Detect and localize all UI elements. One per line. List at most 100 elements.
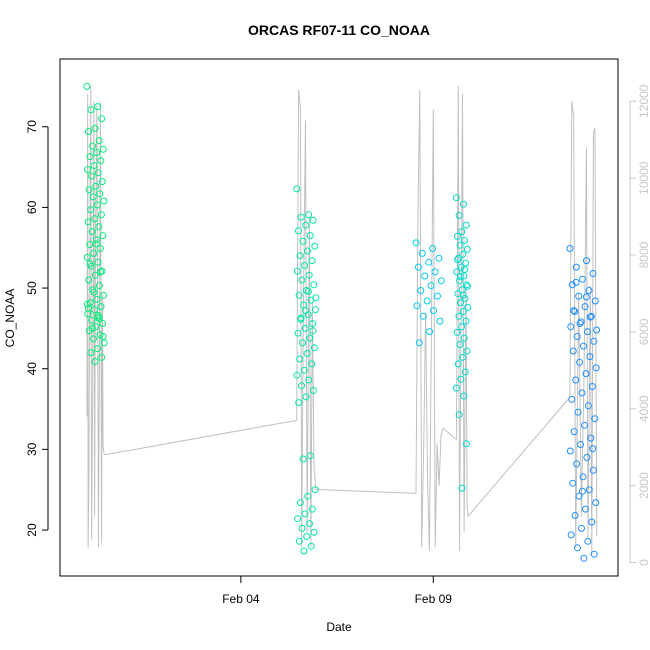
- data-point-rf09: [459, 291, 467, 299]
- data-point-rf08: [300, 366, 308, 374]
- data-point-rf07: [94, 312, 102, 319]
- data-point-rf09: [456, 341, 464, 348]
- data-point-rf11: [578, 389, 586, 397]
- data-point-rf07: [86, 260, 94, 268]
- data-point-rf08: [309, 216, 317, 224]
- data-point-rf11: [566, 245, 574, 252]
- data-point-rf07: [100, 197, 108, 205]
- data-point-rf10: [425, 258, 433, 266]
- altitude-connector-3: [442, 427, 457, 440]
- data-point-rf09: [453, 328, 461, 336]
- data-point-rf11: [570, 307, 578, 315]
- data-point-rf07: [98, 267, 106, 275]
- data-point-rf07: [87, 349, 95, 357]
- data-point-rf08: [306, 334, 314, 342]
- data-point-rf08: [309, 320, 317, 327]
- data-point-rf08: [308, 505, 316, 513]
- data-point-rf09: [463, 245, 471, 253]
- data-point-rf07: [84, 166, 91, 173]
- data-point-rf09: [453, 268, 461, 276]
- data-point-rf09: [456, 241, 464, 249]
- y-right-tick-label: 0: [637, 559, 650, 566]
- data-point-rf11: [591, 297, 599, 305]
- data-point-rf08: [293, 371, 301, 379]
- data-point-rf11: [567, 531, 575, 539]
- data-point-rf10: [436, 317, 444, 325]
- plot-frame: [59, 58, 619, 577]
- data-point-rf11: [589, 445, 597, 453]
- data-point-rf07: [94, 345, 101, 353]
- data-point-rf11: [568, 281, 576, 289]
- data-point-rf08: [303, 533, 311, 540]
- y-tick-label: 50: [25, 281, 39, 295]
- data-point-rf11: [579, 473, 587, 481]
- data-point-rf11: [571, 512, 579, 519]
- data-point-rf07: [99, 320, 107, 327]
- data-point-rf11: [590, 337, 598, 345]
- data-point-rf11: [584, 402, 592, 410]
- data-point-rf07: [92, 323, 100, 331]
- data-point-rf08: [293, 185, 301, 193]
- data-point-rf09: [455, 312, 463, 320]
- data-point-rf08: [305, 211, 313, 219]
- data-point-rf07: [94, 103, 102, 111]
- data-point-rf08: [304, 247, 311, 255]
- data-point-rf07: [84, 304, 92, 312]
- data-point-rf07: [95, 315, 103, 323]
- y-right-tick-label: 6000: [637, 318, 650, 345]
- data-point-rf11: [575, 292, 583, 300]
- data-point-rf10: [429, 245, 437, 252]
- data-point-rf11: [590, 550, 598, 558]
- data-point-rf09: [453, 232, 461, 240]
- data-point-rf09: [462, 221, 470, 229]
- data-point-rf11: [585, 486, 593, 494]
- data-point-rf07: [99, 333, 107, 340]
- data-point-rf08: [294, 329, 302, 337]
- data-point-rf07: [97, 157, 105, 165]
- data-point-rf10: [417, 287, 425, 294]
- y-tick-label: 20: [25, 523, 39, 537]
- data-point-rf11: [576, 320, 584, 327]
- data-point-rf11: [588, 518, 596, 526]
- data-point-rf07: [84, 218, 92, 226]
- data-point-rf08: [298, 524, 306, 532]
- data-point-rf08: [297, 213, 305, 221]
- data-point-rf07: [83, 253, 91, 261]
- data-point-rf07: [88, 316, 96, 324]
- data-point-rf11: [588, 383, 596, 390]
- data-point-rf11: [579, 275, 587, 283]
- data-point-rf08: [308, 257, 316, 265]
- data-point-rf07: [91, 124, 99, 132]
- y-right-tick-label: 8000: [637, 241, 650, 268]
- data-point-rf09: [463, 347, 471, 355]
- data-point-rf08: [307, 542, 315, 550]
- data-point-rf08: [304, 492, 312, 500]
- data-point-rf11: [568, 395, 576, 403]
- data-point-rf08: [302, 393, 310, 401]
- data-point-rf09: [457, 263, 465, 271]
- data-point-rf08: [294, 515, 302, 523]
- data-point-rf07: [94, 258, 102, 266]
- y-right-tick-label: 10000: [637, 161, 650, 195]
- data-point-rf07: [97, 303, 105, 311]
- data-point-rf10: [414, 263, 422, 271]
- data-point-rf11: [580, 554, 588, 562]
- data-point-rf07: [86, 241, 94, 248]
- data-point-rf08: [310, 528, 318, 536]
- data-point-rf08: [308, 360, 316, 368]
- data-point-rf08: [299, 455, 307, 463]
- data-point-rf09: [458, 484, 466, 492]
- data-point-rf09: [461, 237, 468, 244]
- x-tick-label: Feb 04: [222, 592, 260, 606]
- data-point-rf07: [93, 201, 101, 209]
- data-point-rf11: [591, 415, 599, 423]
- data-point-rf08: [298, 382, 305, 390]
- data-point-rf11: [578, 524, 585, 532]
- data-point-rf07: [88, 324, 96, 332]
- data-point-rf07: [85, 276, 93, 284]
- data-point-rf07: [90, 288, 98, 296]
- data-point-rf10: [419, 312, 427, 320]
- data-point-rf08: [311, 486, 319, 494]
- data-point-rf08: [312, 306, 319, 314]
- data-point-rf07: [88, 172, 96, 180]
